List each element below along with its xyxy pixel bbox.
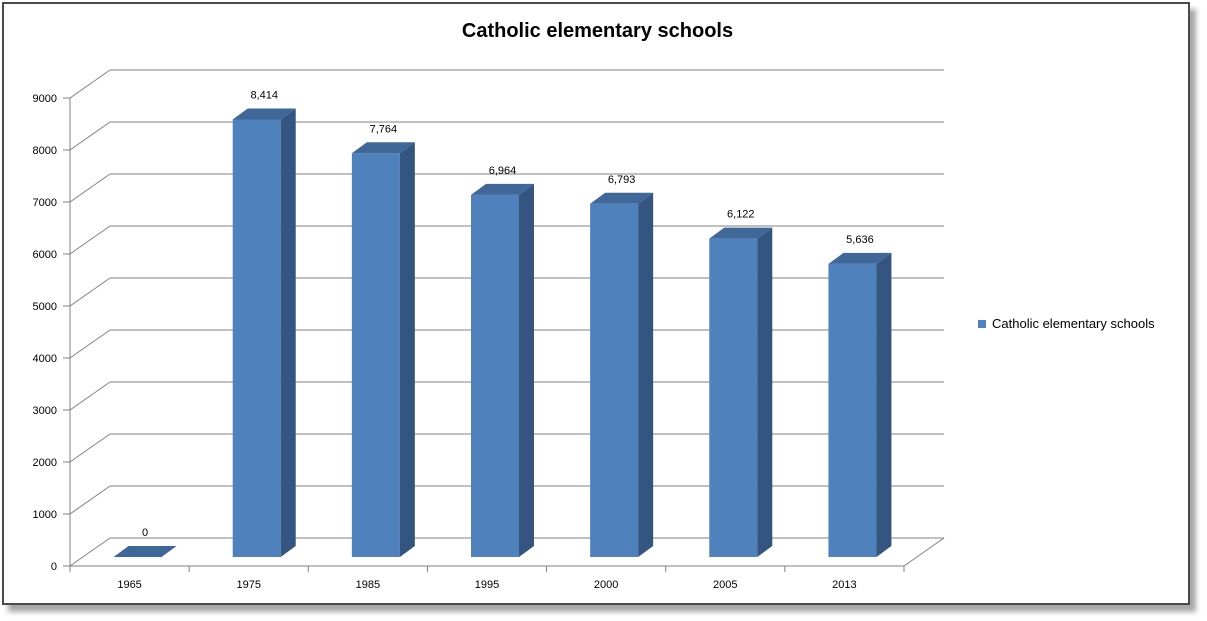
side-gridline <box>69 537 111 567</box>
bar-top <box>471 183 534 195</box>
bar <box>471 194 519 557</box>
side-gridline <box>69 381 111 411</box>
side-gridline <box>69 225 111 255</box>
y-tick-label: 3000 <box>33 405 57 417</box>
y-tick-label: 1000 <box>33 509 57 521</box>
bar <box>232 119 281 558</box>
bar <box>828 263 877 557</box>
data-label: 7,764 <box>370 123 398 135</box>
x-tick-label: 2005 <box>713 579 737 591</box>
bar-top <box>709 227 773 239</box>
bar <box>709 238 758 557</box>
legend: Catholic elementary schools <box>978 316 1155 331</box>
y-tick-label: 8000 <box>33 145 57 157</box>
legend-label: Catholic elementary schools <box>992 316 1155 331</box>
side-gridline <box>69 121 111 151</box>
side-gridline <box>69 329 111 359</box>
y-tick-label: 5000 <box>33 301 57 313</box>
side-gridline <box>69 485 111 515</box>
y-tick-label: 6000 <box>33 249 57 261</box>
data-label: 0 <box>142 527 148 539</box>
x-tick-label: 2000 <box>594 579 618 591</box>
legend-swatch <box>978 319 986 328</box>
bar-top <box>113 546 177 557</box>
x-tick-label: 1965 <box>117 579 141 591</box>
data-label: 6,122 <box>727 209 755 221</box>
data-label: 6,964 <box>489 165 517 177</box>
bar-side <box>876 252 892 558</box>
y-tick-label: 2000 <box>33 457 57 469</box>
x-tick-label: 1985 <box>356 579 380 591</box>
x-tick-label: 2013 <box>832 579 856 591</box>
bar-side <box>519 183 534 557</box>
side-gridline <box>69 173 111 203</box>
bar-side <box>757 227 773 557</box>
y-tick-label: 9000 <box>33 93 57 105</box>
bar-side <box>399 142 415 557</box>
bar-side <box>280 108 296 558</box>
bar-top <box>351 142 415 154</box>
side-gridline <box>69 69 111 99</box>
data-label: 5,636 <box>846 234 874 246</box>
y-tick-label: 4000 <box>33 353 57 365</box>
x-tick-label: 1995 <box>475 579 499 591</box>
x-tick-label: 1975 <box>236 579 260 591</box>
side-gridline <box>69 277 111 307</box>
bar-top <box>590 192 654 204</box>
chart-title: Catholic elementary schools <box>461 20 734 42</box>
bar <box>590 203 639 557</box>
bar <box>351 153 400 557</box>
y-tick-label: 7000 <box>33 197 57 209</box>
bar-top <box>828 252 892 264</box>
data-label: 6,793 <box>608 174 636 186</box>
bar-side <box>638 192 654 557</box>
y-tick-label: 0 <box>51 561 57 573</box>
data-label: 8,414 <box>250 89 278 101</box>
bar-top <box>232 108 296 120</box>
floor-edge <box>903 537 945 567</box>
side-gridline <box>69 433 111 463</box>
